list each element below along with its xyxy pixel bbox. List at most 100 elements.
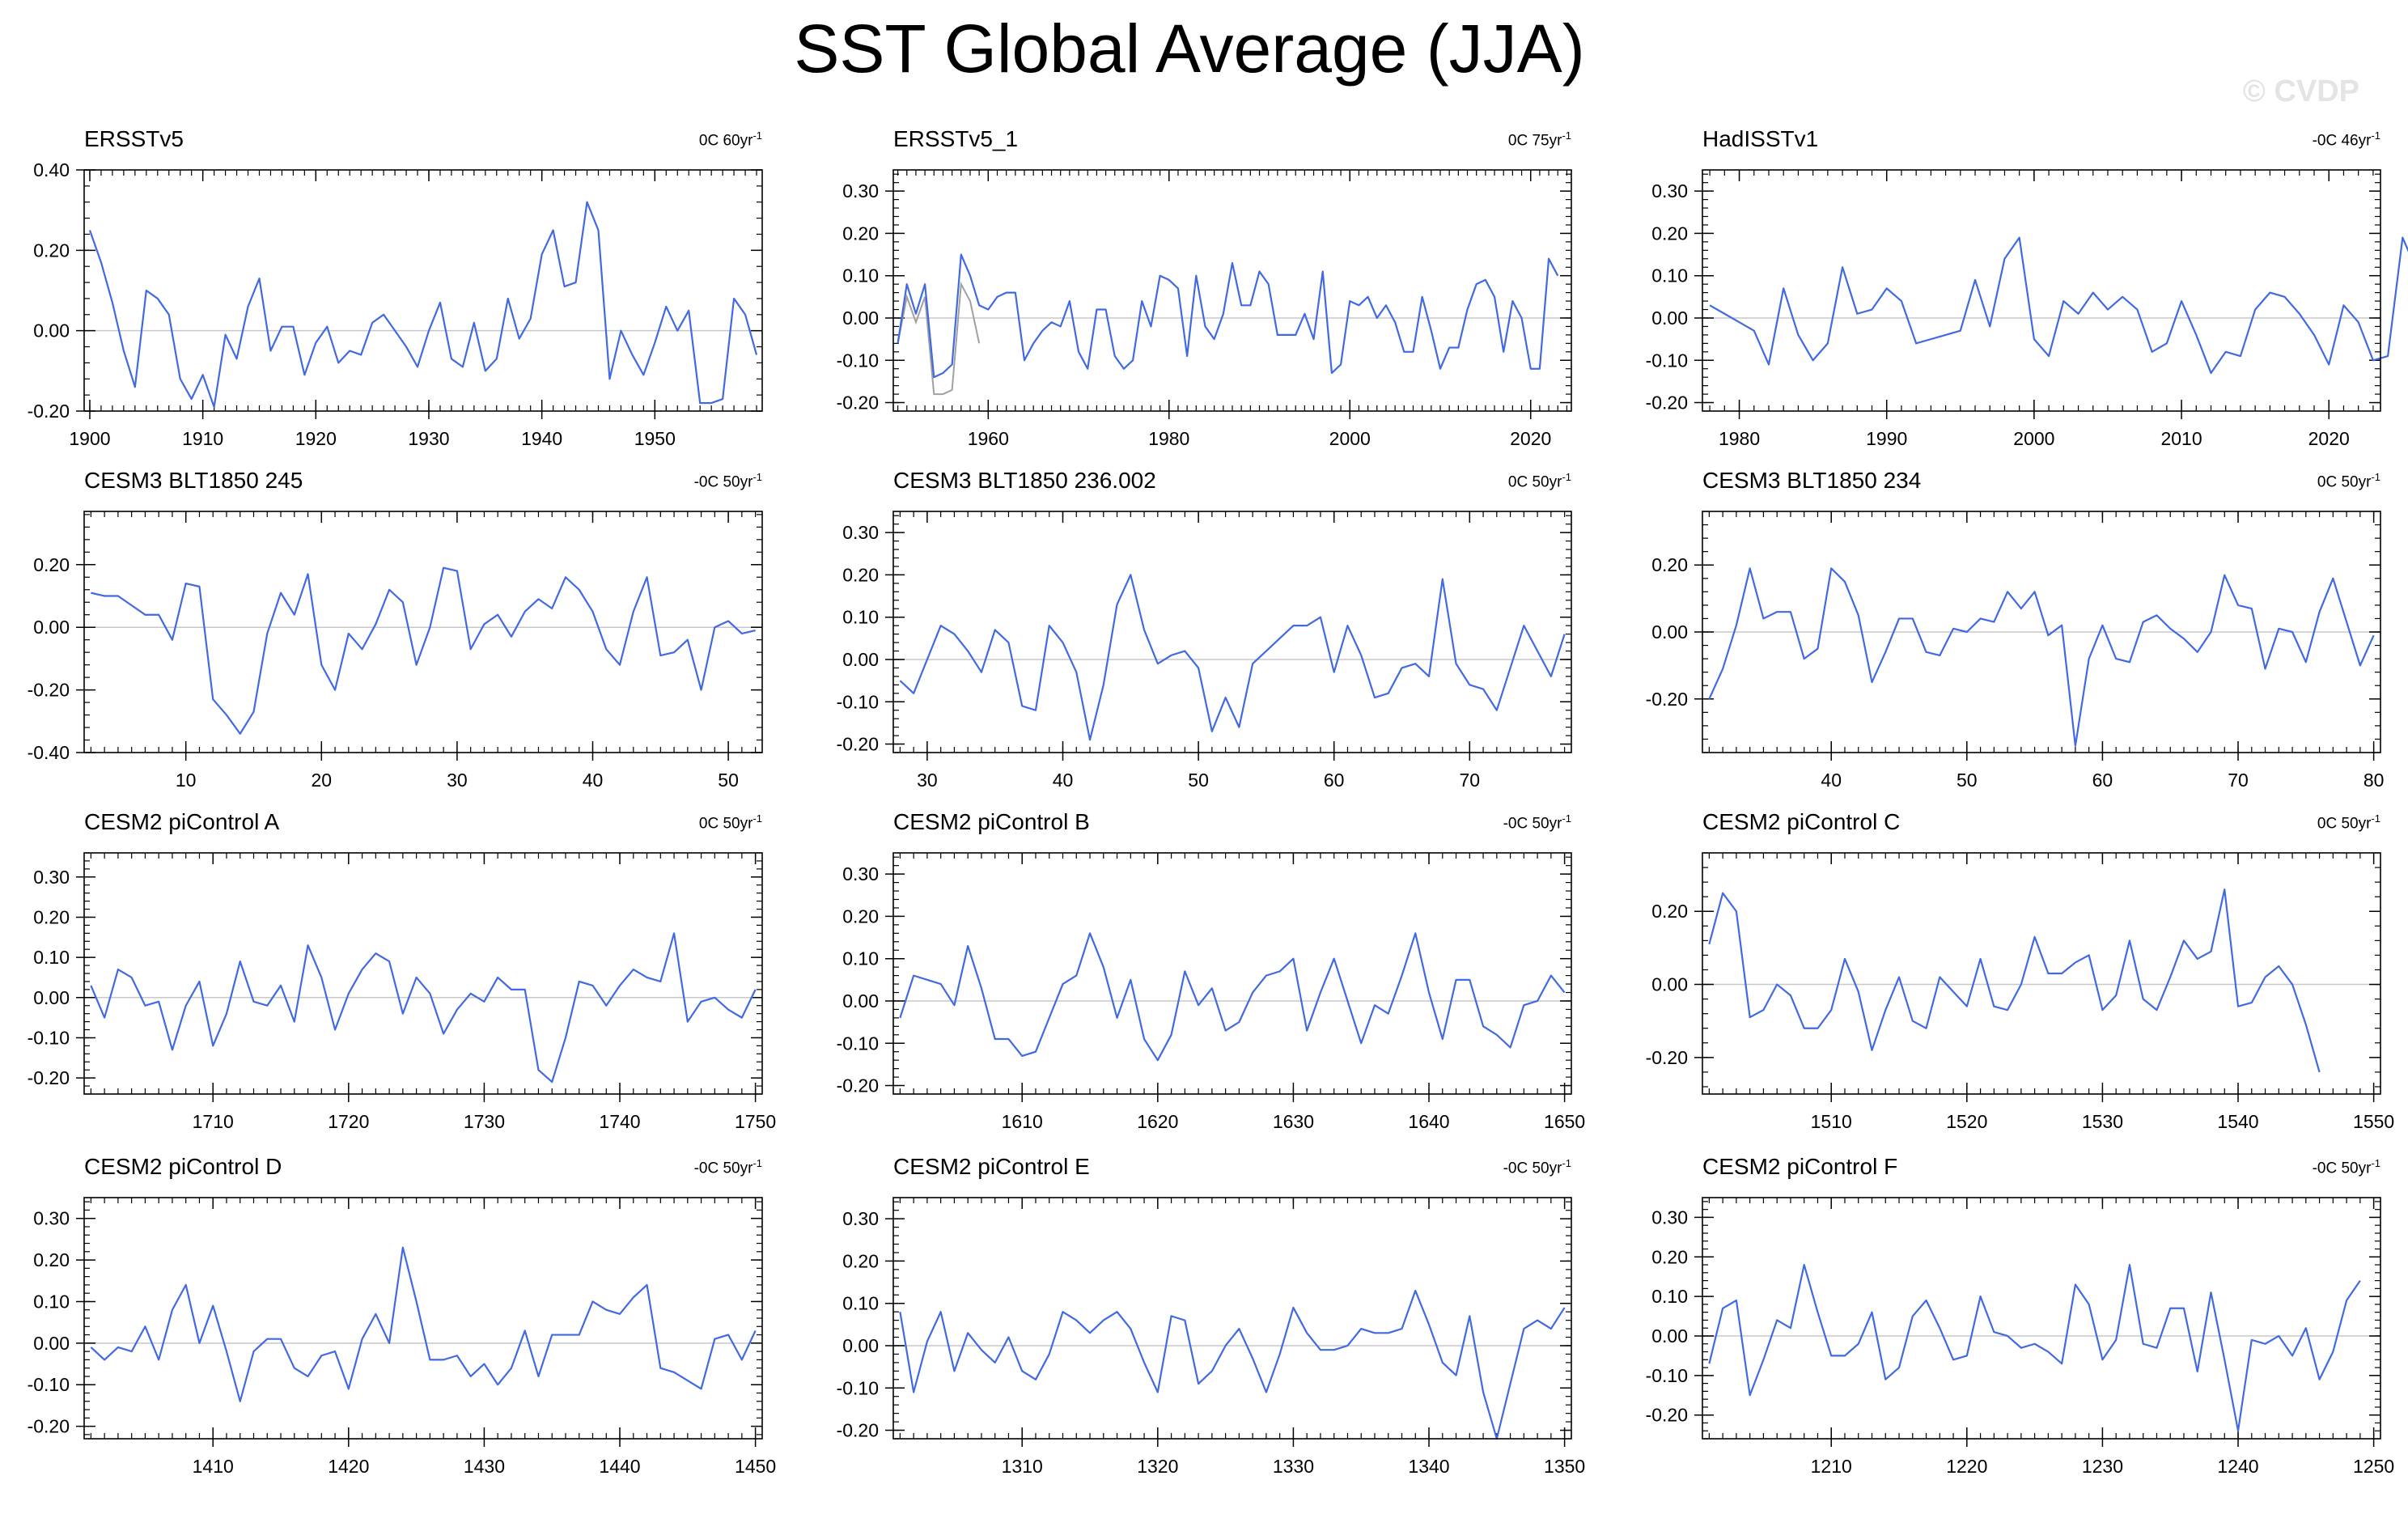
plot-svg: -0.20 -0.10 0.00 0.10 0.20 0.30 1210 1220 1230 12… [1646, 1197, 2394, 1477]
series-line [91, 566, 756, 735]
minor-ticks [84, 169, 762, 412]
y-tick-label: 0.20 [33, 240, 70, 261]
y-tick-label: 0.10 [842, 1293, 879, 1314]
panel-title: CESM3 BLT1850 236.002 [893, 468, 1156, 493]
y-tick-label: 0.10 [842, 265, 879, 286]
x-tick-label: 1930 [408, 428, 449, 449]
chart-panel: CESM2 piControl E -0C 50yr-1 -0.20 -0.10 0.0… [809, 1147, 1586, 1487]
plot-frame [1702, 852, 2381, 1095]
y-tick-label: 0.10 [1651, 1286, 1688, 1307]
x-tick-label: 1620 [1137, 1111, 1178, 1132]
x-tick-label: 1640 [1408, 1111, 1449, 1132]
minor-ticks [1702, 1198, 2380, 1440]
plot-svg: -0.20 0.00 0.20 1510 1520 1530 1540 1550 [1646, 852, 2394, 1132]
x-tick-label: 40 [1053, 770, 1074, 791]
y-tick-label: 0.00 [33, 617, 70, 638]
plot-svg: -0.20 -0.10 0.00 0.10 0.20 0.30 1310 1320 1330 13… [837, 1197, 1585, 1477]
plot-svg: -0.20 -0.10 0.00 0.10 0.20 0.30 1710 1720 1730 17… [28, 852, 776, 1132]
y-tick-label: 0.10 [842, 948, 879, 969]
x-tick-label: 1330 [1273, 1456, 1314, 1477]
x-tick-label: 1250 [2353, 1456, 2394, 1477]
minor-ticks [893, 853, 1571, 1095]
plot-frame [83, 511, 763, 753]
y-tick-label: 0.20 [842, 223, 879, 244]
plot-svg: -0.20 -0.10 0.00 0.10 0.20 0.30 1410 1420 1430 14… [28, 1197, 776, 1477]
y-tick-label: 0.00 [33, 987, 70, 1008]
x-tick-label: 30 [447, 770, 468, 791]
y-tick-label: -0.20 [28, 1416, 70, 1437]
x-tick-label: 2000 [1329, 428, 1371, 449]
minor-ticks [893, 170, 1571, 412]
plot-frame [1702, 169, 2381, 412]
y-tick-label: 0.30 [842, 863, 879, 884]
x-tick-label: 1980 [1148, 428, 1189, 449]
trend-label: 0C 50yr-1 [2317, 812, 2380, 833]
x-tick-label: 20 [312, 770, 333, 791]
y-tick-label: 0.00 [842, 307, 879, 329]
trend-label: -0C 50yr-1 [1503, 1157, 1571, 1177]
trend-exponent: -1 [1562, 471, 1571, 483]
trend-exponent: -1 [1562, 129, 1571, 142]
y-tick-label: -0.10 [1646, 350, 1688, 371]
x-tick-label: 1730 [464, 1111, 505, 1132]
y-tick-label: -0.10 [837, 691, 879, 712]
x-tick-label: 2020 [2308, 428, 2350, 449]
panel-title: ERSSTv5_1 [893, 126, 1019, 151]
trend-label: 0C 50yr-1 [1507, 471, 1571, 491]
x-tick-label: 1990 [1866, 428, 1907, 449]
chart-panel: CESM2 piControl D -0C 50yr-1 -0.20 -0.10 0.0… [0, 1147, 777, 1487]
y-tick-label: -0.10 [1646, 1365, 1688, 1386]
x-tick-label: 1940 [521, 428, 562, 449]
series-line [897, 253, 1559, 379]
chart-panel: CESM2 piControl C 0C 50yr-1 -0.20 0.00 0.20 1… [1618, 803, 2395, 1143]
y-tick-label: 0.00 [1651, 621, 1688, 642]
plot-svg: -0.20 -0.10 0.00 0.10 0.20 0.30 30 40 50 60 70 [837, 511, 1572, 791]
chart-panel: HadISSTv1 -0C 46yr-1 -0.20 -0.10 0.00 0.10 0.2… [1618, 120, 2408, 460]
x-tick-label: 1900 [69, 428, 110, 449]
series-line [1708, 1263, 2361, 1432]
trend-exponent: -1 [752, 812, 762, 825]
y-tick-label: 0.20 [33, 554, 70, 575]
minor-ticks [1702, 170, 2380, 412]
trend-label: -0C 50yr-1 [693, 1157, 762, 1177]
y-tick-label: 0.10 [33, 947, 70, 968]
y-tick-label: 0.20 [1651, 901, 1688, 922]
series-line [1709, 236, 2408, 375]
x-tick-label: 1350 [1544, 1456, 1585, 1477]
y-tick-label: -0.40 [28, 742, 70, 763]
panel-title: CESM2 piControl B [893, 809, 1090, 834]
y-tick-label: -0.10 [28, 1374, 70, 1395]
x-tick-label: 2020 [1510, 428, 1551, 449]
x-tick-label: 1220 [1946, 1456, 1987, 1477]
x-tick-label: 1450 [735, 1456, 776, 1477]
x-tick-label: 1510 [1811, 1111, 1852, 1132]
minor-ticks [893, 511, 1571, 753]
trend-exponent: -1 [2371, 129, 2380, 142]
chart-panel: CESM2 piControl A 0C 50yr-1 -0.20 -0.10 0.00… [0, 803, 777, 1143]
y-tick-label: 0.30 [842, 180, 879, 201]
trend-exponent: -1 [2371, 812, 2380, 825]
y-tick-label: 0.30 [33, 1208, 70, 1229]
x-tick-label: 60 [1324, 770, 1345, 791]
trend-label: -0C 46yr-1 [2312, 129, 2380, 150]
x-tick-label: 1540 [2217, 1111, 2258, 1132]
trend-label: -0C 50yr-1 [1503, 812, 1571, 833]
x-tick-label: 1240 [2217, 1456, 2258, 1477]
series-line [899, 574, 1566, 741]
series-line [899, 932, 1566, 1062]
series-line [90, 932, 757, 1084]
series-line [1708, 888, 2321, 1073]
y-tick-label: 0.20 [1651, 223, 1688, 244]
plot-frame [892, 852, 1572, 1095]
plot-frame [1702, 1197, 2381, 1440]
y-tick-label: 0.00 [1651, 974, 1688, 995]
minor-ticks [1702, 852, 2380, 1094]
y-tick-label: -0.10 [837, 1033, 879, 1054]
plot-svg: -0.20 -0.10 0.00 0.10 0.20 0.30 1610 1620 1630 16… [837, 852, 1585, 1132]
chart-panel: CESM3 BLT1850 236.002 0C 50yr-1 -0.20 -0.10… [809, 461, 1586, 801]
x-tick-label: 1610 [1002, 1111, 1043, 1132]
plot-svg: -0.20 0.00 0.20 0.40 1900 1910 1920 1930 1940 195… [28, 159, 763, 449]
y-tick-label: 0.40 [33, 159, 70, 180]
plot-frame [892, 1197, 1572, 1440]
y-tick-label: 0.00 [33, 1333, 70, 1354]
